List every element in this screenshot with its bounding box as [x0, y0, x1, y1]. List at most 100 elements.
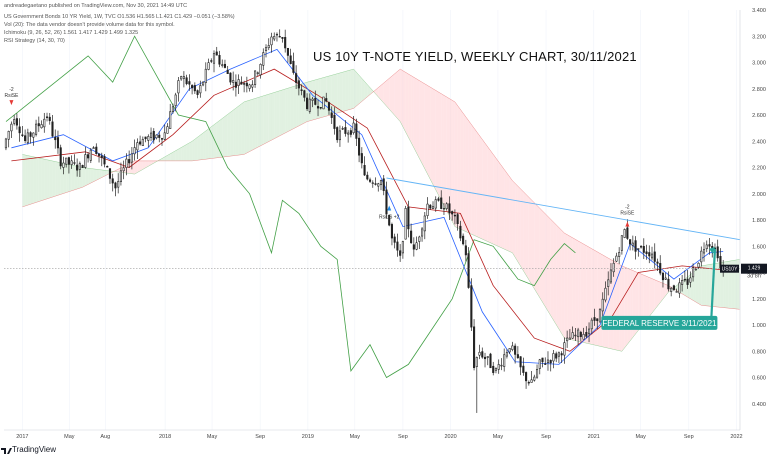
cloud-segment — [413, 77, 417, 154]
candle-body — [70, 160, 73, 165]
candle-body — [686, 278, 689, 285]
candle-body — [390, 224, 393, 239]
cloud-segment — [334, 73, 338, 114]
candle-body — [618, 252, 621, 257]
candle-body — [626, 227, 629, 239]
candle-body — [303, 90, 306, 98]
candle-body — [483, 356, 487, 360]
cloud-segment — [652, 278, 655, 314]
cloud-segment — [74, 165, 78, 190]
candle-body — [667, 278, 670, 290]
candle-body — [442, 207, 446, 210]
cloud-segment — [88, 168, 91, 185]
candle-body — [434, 199, 437, 209]
cloud-segment — [345, 70, 349, 111]
cloud-segment — [33, 156, 37, 204]
candle-body — [92, 147, 95, 149]
candle-body — [530, 379, 533, 383]
cloud-segment — [183, 144, 187, 161]
cloud-segment — [619, 264, 622, 352]
cloud-segment — [550, 219, 554, 321]
candle-body — [59, 147, 62, 167]
candle-body — [664, 277, 667, 280]
candle-body — [338, 130, 341, 141]
cloud-segment — [186, 142, 190, 161]
candle-body — [448, 203, 451, 214]
cloud-segment — [534, 202, 538, 294]
cloud-segment — [424, 83, 428, 175]
candle-body — [678, 282, 681, 294]
cloud-segment — [370, 87, 373, 95]
symbol-tag-text: US10Y — [722, 266, 739, 272]
candle-body — [500, 364, 503, 367]
candle-body — [114, 182, 117, 189]
candle-body — [615, 255, 618, 262]
cloud-segment — [233, 108, 236, 156]
cloud-segment — [137, 160, 141, 173]
candle-body — [683, 279, 686, 281]
candle-body — [32, 132, 35, 138]
cloud-segment — [624, 267, 628, 348]
candle-body — [330, 112, 333, 118]
cloud-segment — [38, 157, 42, 202]
cloud-segment — [274, 91, 277, 139]
candle-body — [322, 96, 325, 110]
cloud-segment — [90, 168, 94, 184]
candle-body — [377, 183, 380, 187]
price-tag-text: 1.429 — [748, 266, 761, 272]
candle-body — [267, 45, 270, 49]
candle-body — [544, 363, 547, 365]
candle-body — [223, 63, 227, 68]
candle-body — [163, 132, 166, 140]
candle-body — [601, 298, 604, 312]
cloud-segment — [433, 88, 436, 190]
candle-body — [462, 235, 465, 245]
cloud-segment — [457, 105, 461, 230]
candle-body — [149, 132, 153, 138]
cloud-segment — [104, 170, 108, 177]
candle-body — [473, 326, 476, 369]
candle-body — [494, 367, 498, 371]
cloud-segment — [654, 279, 658, 310]
candle-body — [226, 69, 229, 74]
x-tick-label: 2020 — [444, 434, 456, 440]
candle-body — [464, 245, 467, 256]
candle-body — [248, 84, 251, 89]
fed-label-box — [601, 315, 718, 330]
cloud-segment — [241, 101, 245, 155]
candle-body — [355, 123, 358, 139]
cloud-segment — [214, 122, 217, 159]
candle-body — [560, 353, 563, 356]
cloud-segment — [512, 180, 516, 258]
rise-right-arrow-icon — [625, 221, 630, 227]
candle-body — [180, 76, 183, 80]
rise-right-number: -2 — [625, 205, 630, 211]
candle-body — [13, 119, 16, 124]
candle-body — [697, 262, 700, 268]
candle-body — [363, 165, 366, 176]
candle-body — [251, 84, 254, 88]
cloud-segment — [397, 69, 401, 122]
y-tick-label: 0.600 — [752, 376, 766, 382]
candle-body — [629, 239, 632, 245]
cloud-segment — [142, 160, 146, 170]
cloud-segment — [235, 106, 239, 156]
cloud-segment — [531, 199, 535, 289]
trendline-group — [4, 177, 741, 269]
candle-body — [207, 62, 210, 70]
cloud-segment — [348, 69, 351, 110]
cloud-segment — [485, 143, 488, 242]
cloud-segment — [93, 168, 97, 182]
cloud-segment — [224, 114, 228, 157]
cloud-segment — [96, 169, 100, 181]
cloud-segment — [255, 97, 258, 149]
cloud-segment — [583, 244, 587, 344]
candle-body — [333, 114, 336, 129]
candle-body — [182, 76, 185, 79]
candle-body — [670, 287, 673, 292]
candle-body — [399, 250, 402, 256]
mid-arrow-icon — [387, 205, 392, 211]
cloud-segment — [542, 211, 546, 307]
candle-body — [388, 214, 391, 226]
cloud-segment — [337, 72, 340, 114]
